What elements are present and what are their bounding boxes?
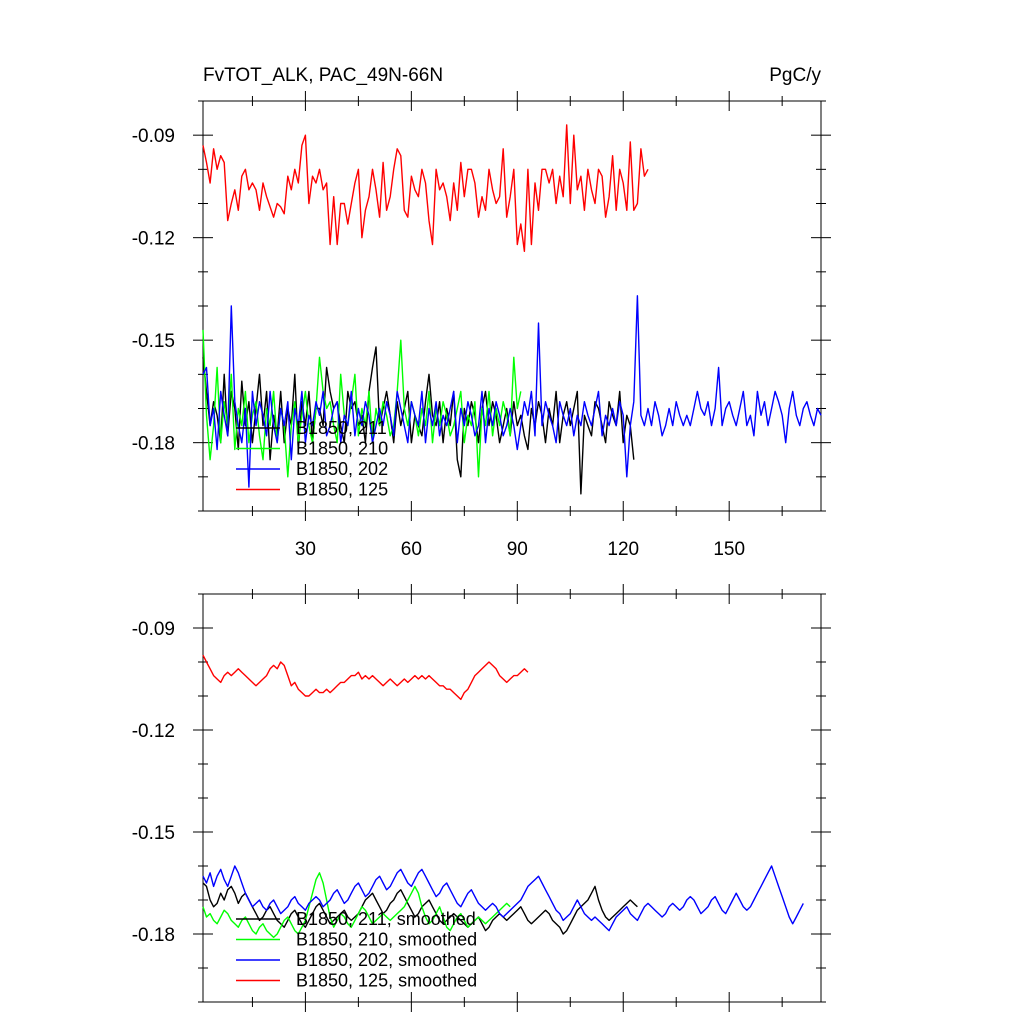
top-series-line-3: [202, 295, 822, 488]
top-x-tick-label: 120: [607, 539, 639, 560]
top-x-tick-label: 150: [713, 539, 745, 560]
top-legend-label: B1850, 125: [296, 480, 388, 500]
top-y-tick-label: -0.15: [132, 331, 175, 352]
units-label: PgC/y: [769, 65, 821, 86]
top-legend-label: B1850, 210: [296, 439, 388, 459]
bottom-legend-label: B1850, 210, smoothed: [296, 930, 477, 950]
top-series-line-2: [202, 329, 522, 478]
top-x-tick-label: 60: [401, 539, 422, 560]
top-x-tick-label: 30: [295, 539, 316, 560]
bottom-y-tick-label: -0.12: [132, 721, 175, 742]
bottom-series-line-2: [202, 872, 511, 939]
bottom-legend-label: B1850, 202, smoothed: [296, 950, 477, 970]
top-x-tick-label: 90: [507, 539, 528, 560]
top-y-tick-label: -0.12: [132, 229, 175, 250]
top-y-tick-label: -0.18: [132, 434, 175, 455]
bottom-series-line-1: [202, 882, 638, 935]
bottom-y-tick-label: -0.09: [132, 619, 175, 640]
bottom-y-tick-label: -0.18: [132, 925, 175, 946]
bottom-series-line-3: [202, 865, 804, 932]
top-legend-label: B1850, 211: [296, 418, 387, 438]
top-y-tick-label: -0.09: [132, 126, 175, 147]
bottom-legend-label: B1850, 125, smoothed: [296, 971, 477, 991]
bottom-legend-label: B1850, 211, smoothed: [296, 909, 476, 929]
top-series-line-4: [202, 124, 649, 253]
chart-title: FvTOT_ALK, PAC_49N-66N: [203, 65, 443, 86]
bottom-y-tick-label: -0.15: [132, 823, 175, 844]
top-legend-label: B1850, 202: [296, 459, 388, 479]
bottom-series-line-4: [202, 654, 529, 701]
